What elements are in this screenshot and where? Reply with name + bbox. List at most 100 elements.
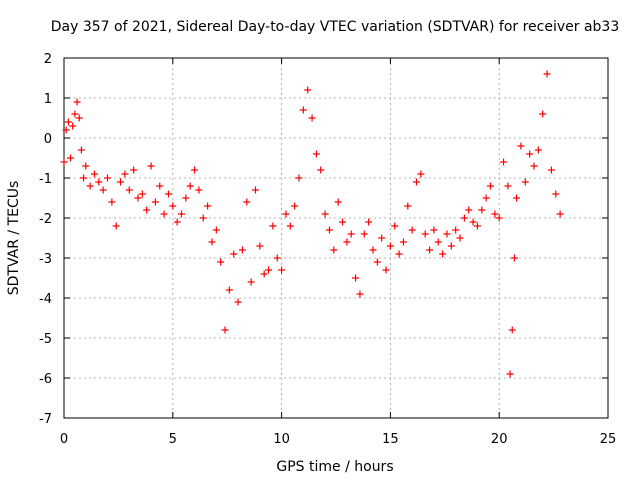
data-point bbox=[221, 326, 229, 334]
data-point bbox=[186, 182, 194, 190]
data-point bbox=[352, 274, 360, 282]
data-point bbox=[199, 214, 207, 222]
data-point bbox=[151, 198, 159, 206]
data-point bbox=[308, 114, 316, 122]
data-point bbox=[134, 194, 142, 202]
data-point bbox=[195, 186, 203, 194]
data-point bbox=[317, 166, 325, 174]
data-point bbox=[473, 222, 481, 230]
data-point bbox=[330, 246, 338, 254]
data-point bbox=[143, 206, 151, 214]
data-point bbox=[295, 174, 303, 182]
y-tick-label: -3 bbox=[39, 252, 52, 267]
y-tick-label: 0 bbox=[44, 132, 52, 147]
data-point bbox=[156, 182, 164, 190]
data-point bbox=[282, 210, 290, 218]
data-point bbox=[291, 202, 299, 210]
data-point bbox=[164, 190, 172, 198]
data-point bbox=[552, 190, 560, 198]
data-point bbox=[534, 146, 542, 154]
data-point bbox=[447, 242, 455, 250]
data-point bbox=[486, 182, 494, 190]
data-point bbox=[86, 182, 94, 190]
y-axis-title: SDTVAR / TECUs bbox=[6, 181, 22, 296]
data-point bbox=[77, 146, 85, 154]
data-point bbox=[469, 218, 477, 226]
data-point bbox=[339, 218, 347, 226]
data-point bbox=[426, 246, 434, 254]
data-point bbox=[543, 70, 551, 78]
data-point bbox=[234, 298, 242, 306]
data-point bbox=[269, 222, 277, 230]
x-tick-label: 20 bbox=[491, 432, 508, 447]
data-point bbox=[500, 158, 508, 166]
data-point bbox=[369, 246, 377, 254]
data-point bbox=[391, 222, 399, 230]
data-point bbox=[243, 198, 251, 206]
data-point bbox=[147, 162, 155, 170]
data-point bbox=[456, 234, 464, 242]
data-point bbox=[251, 186, 259, 194]
data-point bbox=[517, 142, 525, 150]
data-point bbox=[117, 178, 125, 186]
plot-frame bbox=[63, 57, 609, 419]
data-point bbox=[90, 170, 98, 178]
data-point bbox=[365, 218, 373, 226]
data-point bbox=[191, 166, 199, 174]
data-point bbox=[82, 162, 90, 170]
data-point bbox=[64, 118, 72, 126]
data-point bbox=[238, 246, 246, 254]
y-tick-label: 2 bbox=[44, 52, 52, 67]
data-point bbox=[247, 278, 255, 286]
data-point bbox=[321, 210, 329, 218]
axis-ticks: 0 5 10 15 20 25 -7 -6 -5 -4 -3 -2 -1 0 1 2 bbox=[39, 52, 616, 447]
data-point bbox=[71, 110, 79, 118]
data-point bbox=[121, 170, 129, 178]
data-point bbox=[138, 190, 146, 198]
data-point bbox=[399, 238, 407, 246]
data-point bbox=[178, 210, 186, 218]
data-point bbox=[182, 194, 190, 202]
data-point bbox=[343, 238, 351, 246]
data-point bbox=[504, 182, 512, 190]
data-point bbox=[212, 226, 220, 234]
data-point bbox=[95, 178, 103, 186]
data-point bbox=[404, 202, 412, 210]
x-tick-label: 10 bbox=[273, 432, 290, 447]
data-point bbox=[286, 222, 294, 230]
data-point bbox=[421, 230, 429, 238]
data-point bbox=[265, 266, 273, 274]
data-point bbox=[443, 230, 451, 238]
data-point bbox=[417, 170, 425, 178]
data-point bbox=[378, 234, 386, 242]
data-point bbox=[112, 222, 120, 230]
data-point bbox=[513, 194, 521, 202]
chart-title: Day 357 of 2021, Sidereal Day-to-day VTE… bbox=[51, 19, 620, 35]
data-point bbox=[230, 250, 238, 258]
data-point bbox=[510, 254, 518, 262]
y-tick-label: -6 bbox=[39, 372, 52, 387]
data-point bbox=[160, 210, 168, 218]
data-point bbox=[547, 166, 555, 174]
data-point bbox=[325, 226, 333, 234]
data-point bbox=[260, 270, 268, 278]
data-point bbox=[204, 202, 212, 210]
data-point bbox=[75, 114, 83, 122]
data-point bbox=[386, 242, 394, 250]
data-point bbox=[304, 86, 312, 94]
data-point bbox=[508, 326, 516, 334]
data-point bbox=[460, 214, 468, 222]
data-point bbox=[382, 266, 390, 274]
data-point bbox=[208, 238, 216, 246]
x-tick-label: 0 bbox=[60, 432, 68, 447]
data-point bbox=[356, 290, 364, 298]
data-point bbox=[334, 198, 342, 206]
x-tick-label: 15 bbox=[382, 432, 399, 447]
y-tick-label: -2 bbox=[39, 212, 52, 227]
data-point bbox=[434, 238, 442, 246]
data-point bbox=[80, 174, 88, 182]
data-point bbox=[408, 226, 416, 234]
data-point bbox=[299, 106, 307, 114]
data-point bbox=[478, 206, 486, 214]
